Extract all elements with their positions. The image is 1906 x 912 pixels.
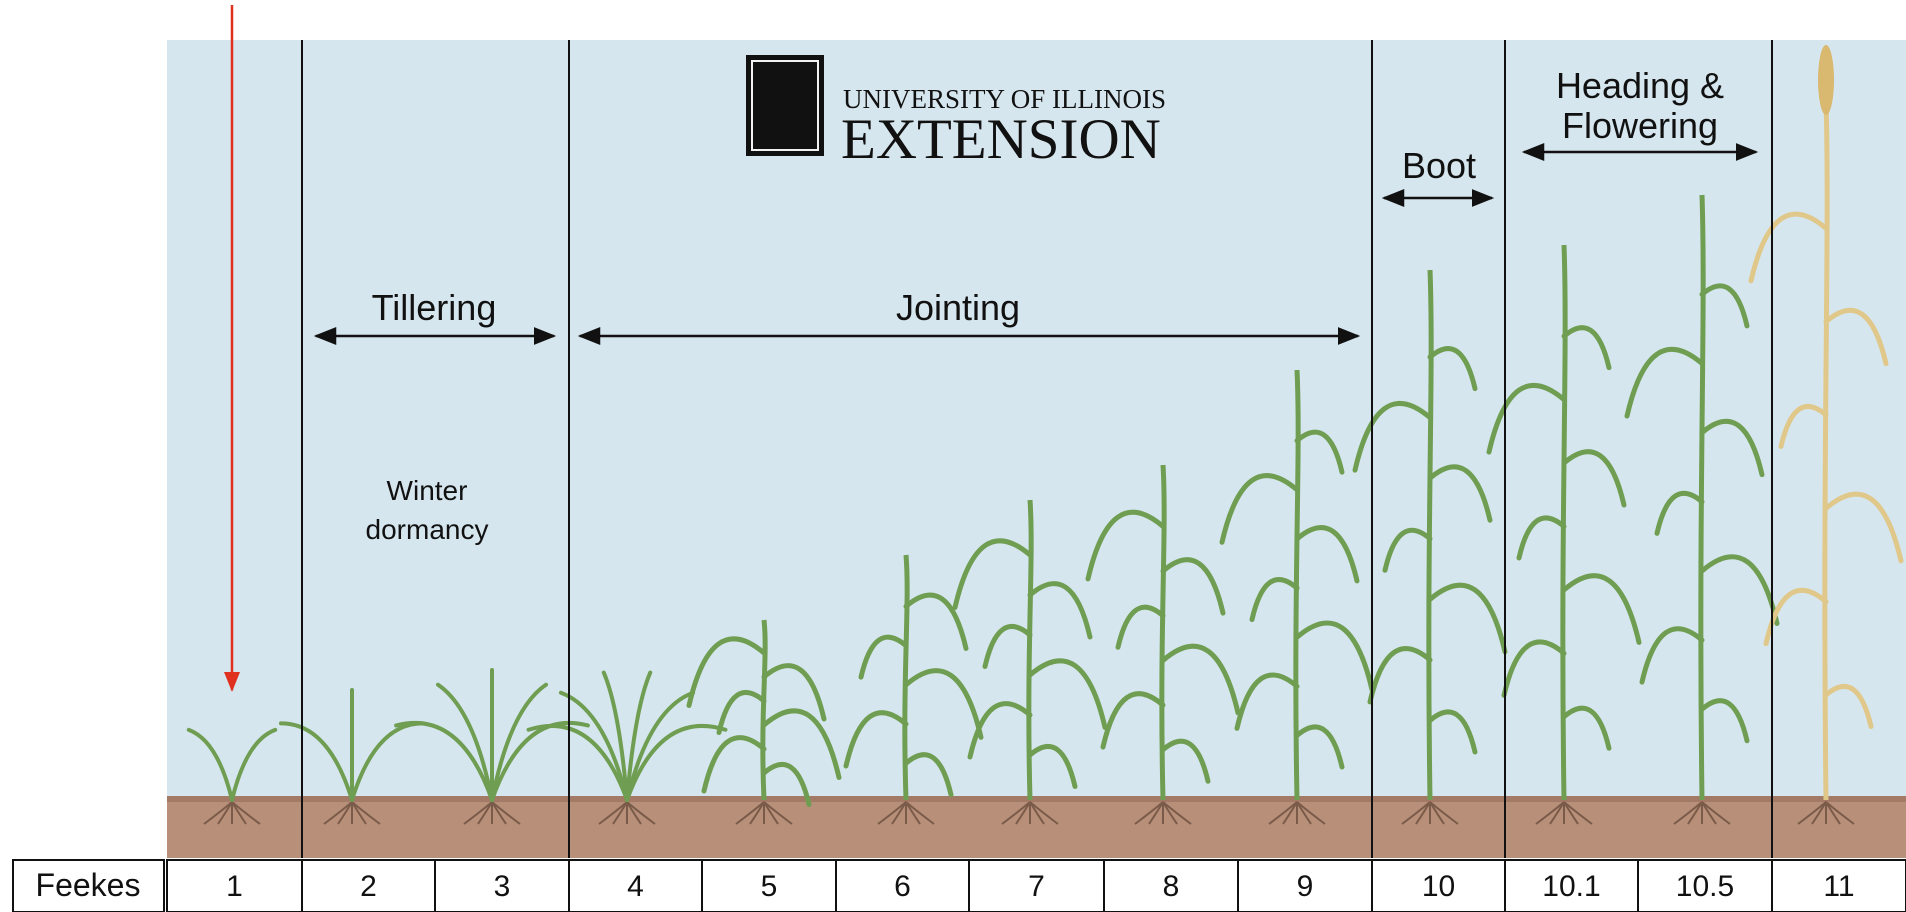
- feekes-scale: Feekes 1 2 3 4 5 6 7 8 9 10 10.1 10.5 11: [12, 859, 1906, 912]
- phase-dividers: [301, 40, 1773, 858]
- stage-label-6: 6: [894, 870, 911, 903]
- wheat-plant-icon: [278, 688, 426, 825]
- stage-label-8: 8: [1163, 870, 1180, 903]
- winter-label-line1: Winter: [387, 475, 468, 506]
- heading-label-line2: Flowering: [1562, 105, 1718, 146]
- stage-label-4: 4: [627, 870, 644, 903]
- university-logo: I UNIVERSITY OF ILLINOIS EXTENSION: [746, 55, 1166, 171]
- jointing-label: Jointing: [896, 287, 1020, 328]
- wheat-plant-icon: [686, 619, 842, 825]
- wheat-plant-icon: [1085, 464, 1241, 825]
- soil-band: [167, 800, 1906, 858]
- scale-cell: [1103, 859, 1239, 912]
- wheat-plant-icon: [186, 727, 278, 825]
- scale-cell: [1504, 859, 1639, 912]
- stage-label-1: 1: [226, 870, 243, 903]
- scale-cell: [1371, 859, 1506, 912]
- scale-cell: [1771, 859, 1906, 912]
- stage-label-3: 3: [494, 870, 511, 903]
- stage-label-10-5: 10.5: [1676, 870, 1734, 903]
- tillering-label: Tillering: [372, 287, 497, 328]
- wheat-plant-icon: [1486, 244, 1642, 825]
- stage-label-9: 9: [1297, 870, 1314, 903]
- stage-label-7: 7: [1028, 870, 1045, 903]
- scale-cell: [1237, 859, 1373, 912]
- stage-label-11: 11: [1823, 870, 1854, 903]
- stage-label-10: 10: [1422, 870, 1455, 903]
- logo-mark: I: [770, 60, 800, 159]
- stage-label-10-1: 10.1: [1542, 870, 1600, 903]
- logo-line2: EXTENSION: [841, 108, 1161, 171]
- wheat-plant-icon: [1352, 269, 1508, 825]
- boot-label: Boot: [1402, 145, 1476, 186]
- feekes-header: Feekes: [36, 867, 141, 903]
- scale-cell: [968, 859, 1105, 912]
- logo-line1: UNIVERSITY OF ILLINOIS: [843, 84, 1166, 114]
- scale-cell: [1637, 859, 1773, 912]
- wheat-plant-icon: [952, 499, 1108, 825]
- wheat-plant-icon: [1748, 45, 1904, 825]
- sky-background: [167, 40, 1906, 802]
- wheat-plant-icon: [1219, 369, 1375, 825]
- scale-cell: [701, 859, 837, 912]
- plants-group: [186, 45, 1904, 825]
- stage-label-2: 2: [360, 870, 377, 903]
- scale-cell: [568, 859, 703, 912]
- heading-label-line1: Heading &: [1556, 65, 1724, 106]
- winter-label-line2: dormancy: [366, 514, 489, 545]
- stage-label-5: 5: [761, 870, 778, 903]
- wheat-plant-icon: [526, 670, 728, 825]
- wheat-plant-icon: [394, 668, 590, 825]
- scale-cell: [166, 859, 303, 912]
- wheat-plant-icon: [843, 554, 984, 825]
